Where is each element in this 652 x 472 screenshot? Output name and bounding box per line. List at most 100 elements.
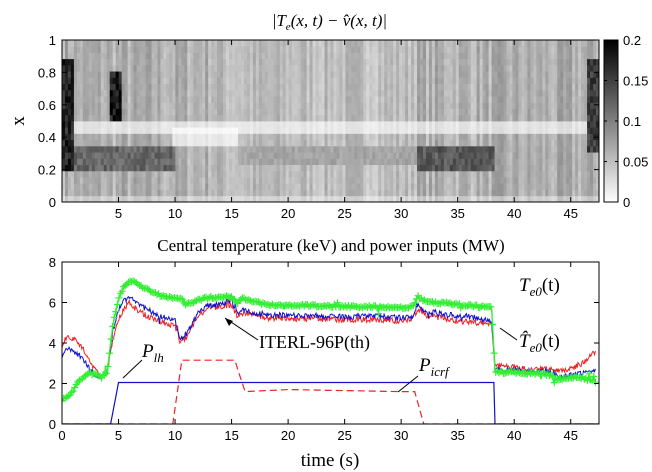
heatmap-cell bbox=[455, 189, 460, 197]
heatmap-cell bbox=[381, 46, 385, 53]
heatmap-cell bbox=[434, 102, 439, 109]
heatmap-cell bbox=[497, 195, 501, 202]
heatmap-cell bbox=[366, 164, 370, 172]
heatmap-cell bbox=[590, 108, 594, 116]
heatmap-cell bbox=[482, 108, 487, 116]
heatmap-cell bbox=[235, 52, 239, 60]
heatmap-cell bbox=[381, 158, 385, 166]
heatmap-cell bbox=[402, 71, 406, 78]
heatmap-cell bbox=[515, 52, 519, 60]
heatmap-cell bbox=[542, 71, 546, 78]
heatmap-cell bbox=[79, 195, 84, 202]
heatmap-cell bbox=[309, 46, 313, 53]
heatmap-cell bbox=[548, 40, 552, 47]
heatmap-cell bbox=[62, 127, 66, 134]
heatmap-cell bbox=[363, 139, 367, 147]
heatmap-cell bbox=[569, 127, 573, 134]
heatmap-cell bbox=[420, 127, 424, 134]
heatmap-cell bbox=[139, 127, 143, 134]
heatmap-cell bbox=[139, 64, 143, 72]
heatmap-cell bbox=[560, 108, 564, 116]
heatmap-cell bbox=[196, 96, 200, 103]
heatmap-cell bbox=[422, 71, 427, 78]
heatmap-cell bbox=[542, 108, 546, 116]
heatmap-cell bbox=[351, 108, 355, 116]
heatmap-cell bbox=[109, 40, 114, 47]
heatmap-cell bbox=[405, 152, 409, 159]
heatmap-cell bbox=[106, 58, 111, 66]
heatmap-cell bbox=[103, 40, 108, 47]
heatmap-cell bbox=[500, 139, 504, 147]
heatmap-cell bbox=[288, 52, 293, 60]
heatmap-cell bbox=[551, 40, 555, 47]
heatmap-cell bbox=[264, 96, 269, 103]
heatmap-cell bbox=[488, 158, 492, 166]
heatmap-cell bbox=[303, 139, 308, 147]
heatmap-cell bbox=[521, 40, 525, 47]
heatmap-cell bbox=[449, 52, 454, 60]
heatmap-cell bbox=[64, 158, 69, 166]
heatmap-cell bbox=[232, 189, 236, 197]
heatmap-cell bbox=[151, 158, 155, 166]
heatmap-cell bbox=[336, 139, 340, 147]
heatmap-cell bbox=[488, 96, 492, 103]
heatmap-cell bbox=[303, 46, 308, 53]
heatmap-cell bbox=[521, 164, 525, 172]
heatmap-cell bbox=[587, 170, 591, 178]
heatmap-cell bbox=[154, 58, 158, 66]
heatmap-cell bbox=[440, 121, 445, 128]
heatmap-cell bbox=[563, 83, 567, 91]
arrow-picrf bbox=[397, 375, 419, 393]
heatmap-cell bbox=[548, 64, 552, 72]
heatmap-cell bbox=[103, 46, 108, 53]
heatmap-cell bbox=[232, 58, 236, 66]
heatmap-cell bbox=[214, 152, 218, 159]
heatmap-cell bbox=[223, 102, 227, 109]
heatmap-cell bbox=[545, 52, 549, 60]
heatmap-cell bbox=[521, 189, 525, 197]
heatmap-cell bbox=[309, 71, 313, 78]
heatmap-cell bbox=[455, 183, 460, 190]
x-tick-label: 30 bbox=[394, 428, 408, 443]
heatmap-cell bbox=[393, 164, 397, 172]
heatmap-cell bbox=[536, 145, 540, 153]
heatmap-cell bbox=[399, 89, 403, 97]
heatmap-cell bbox=[184, 77, 188, 85]
heatmap-cell bbox=[103, 89, 108, 97]
heatmap-cell bbox=[494, 133, 498, 141]
heatmap-cell bbox=[115, 164, 120, 172]
heatmap-cell bbox=[88, 52, 93, 60]
heatmap-cell bbox=[348, 83, 352, 91]
heatmap-cell bbox=[294, 108, 299, 116]
heatmap-cell bbox=[297, 183, 302, 190]
heatmap-cell bbox=[345, 108, 349, 116]
heatmap-cell bbox=[375, 83, 379, 91]
heatmap-cell bbox=[282, 58, 287, 66]
heatmap-cell bbox=[554, 121, 558, 128]
heatmap-cell bbox=[235, 108, 239, 116]
heatmap-cell bbox=[470, 183, 475, 190]
heatmap-cell bbox=[425, 189, 430, 197]
heatmap-cell bbox=[264, 164, 269, 172]
heatmap-cell bbox=[178, 89, 182, 97]
heatmap-cell bbox=[339, 183, 343, 190]
heatmap-cell bbox=[306, 96, 311, 103]
heatmap-cell bbox=[366, 46, 370, 53]
heatmap-cell bbox=[527, 114, 531, 122]
heatmap-cell bbox=[476, 52, 481, 60]
heatmap-cell bbox=[372, 46, 376, 53]
heatmap-cell bbox=[297, 71, 302, 78]
heatmap-cell bbox=[139, 96, 143, 103]
heatmap-cell bbox=[226, 127, 230, 134]
heatmap-cell bbox=[211, 164, 215, 172]
heatmap-cell bbox=[157, 133, 161, 141]
heatmap-cell bbox=[127, 183, 132, 190]
heatmap-cell bbox=[255, 121, 260, 128]
heatmap-cell bbox=[124, 96, 129, 103]
heatmap-cell bbox=[518, 177, 522, 184]
heatmap-cell bbox=[118, 58, 123, 66]
heatmap-cell bbox=[539, 46, 543, 53]
heatmap-cell bbox=[169, 152, 173, 159]
heatmap-cell bbox=[354, 177, 358, 184]
heatmap-cell bbox=[273, 46, 278, 53]
